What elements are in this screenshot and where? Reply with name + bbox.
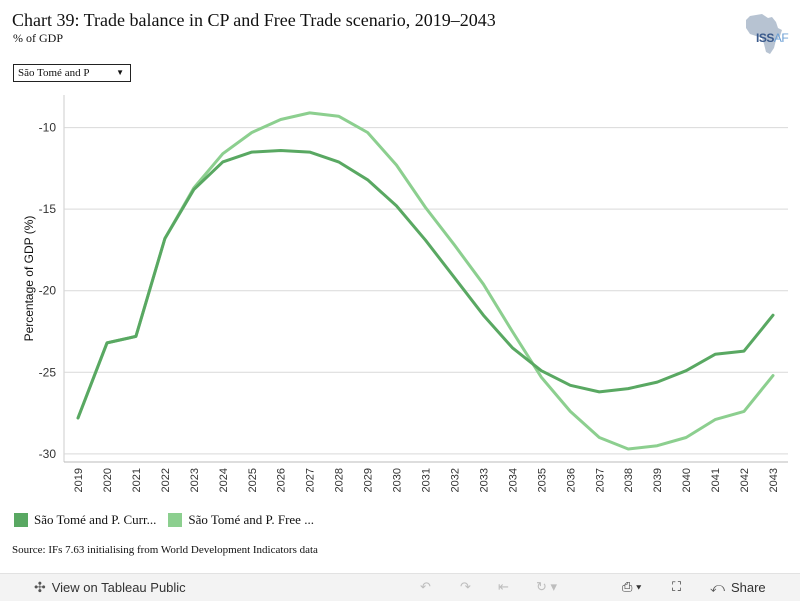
legend-label-free-trade: São Tomé and P. Free ...	[188, 512, 314, 527]
x-tick-label: 2034	[507, 468, 519, 492]
x-tick-label: 2026	[276, 468, 288, 492]
share-button[interactable]: ⤺ Share	[710, 579, 766, 596]
dropdown-arrow-icon: ▼	[116, 68, 124, 77]
chart-title: Chart 39: Trade balance in CP and Free T…	[12, 10, 496, 30]
x-tick-label: 2024	[218, 468, 230, 492]
fullscreen-icon[interactable]: ⛶	[672, 579, 682, 594]
x-tick-label: 2033	[478, 468, 490, 492]
x-tick-label: 2041	[710, 468, 722, 492]
view-on-tableau-button[interactable]: ✣ View on Tableau Public	[34, 579, 186, 596]
legend: São Tomé and P. Curr... São Tomé and P. …	[14, 512, 314, 528]
x-tick-label: 2042	[739, 468, 751, 492]
legend-item-current-path[interactable]: São Tomé and P. Curr...	[14, 512, 156, 528]
source-note: Source: IFs 7.63 initialising from World…	[12, 544, 318, 556]
iss-logo-text: ISSAF	[756, 31, 789, 45]
series-line-free-trade	[76, 111, 775, 451]
y-tick-label: -15	[39, 202, 57, 216]
refresh-icon[interactable]: ↻ ▾	[536, 579, 558, 594]
download-icon[interactable]: ⎙ ▾	[622, 579, 642, 594]
x-tick-label: 2027	[305, 468, 317, 492]
x-tick-label: 2035	[536, 468, 548, 492]
revert-icon[interactable]: ⇤	[498, 579, 509, 594]
x-tick-label: 2032	[449, 468, 461, 492]
y-axis-label: Percentage of GDP (%)	[22, 216, 36, 342]
chart-subtitle: % of GDP	[13, 31, 63, 45]
x-tick-label: 2028	[334, 468, 346, 492]
x-tick-label: 2039	[652, 468, 664, 492]
x-tick-label: 2029	[363, 468, 375, 492]
view-on-tableau-label: View on Tableau Public	[51, 580, 186, 595]
legend-item-free-trade[interactable]: São Tomé and P. Free ...	[168, 512, 314, 528]
x-tick-label: 2020	[102, 468, 114, 492]
x-tick-label: 2030	[392, 468, 404, 492]
redo-icon[interactable]: ↷	[460, 579, 471, 594]
africa-logo-icon	[746, 14, 782, 54]
x-tick-label: 2025	[247, 468, 259, 492]
legend-swatch-current-path	[14, 513, 28, 527]
tableau-toolbar: ✣ View on Tableau Public ↶ ↷ ⇤ ↻ ▾ ⎙ ▾ ⛶…	[0, 573, 800, 601]
tableau-icon: ✣	[34, 579, 46, 595]
x-tick-label: 2021	[131, 468, 143, 492]
share-icon: ⤺	[710, 579, 725, 595]
series-line-current-path	[76, 149, 775, 420]
legend-swatch-free-trade	[168, 513, 183, 527]
x-tick-label: 2038	[623, 468, 635, 492]
line-chart: -10 -15 -20 -25 -30 2019 2020 2021 2022 2023 2024 2…	[22, 95, 788, 492]
x-tick-label: 2022	[160, 468, 172, 492]
y-tick-label: -25	[39, 365, 57, 379]
legend-label-current-path: São Tomé and P. Curr...	[34, 512, 157, 527]
y-tick-label: -30	[39, 447, 57, 461]
x-tick-label: 2043	[768, 468, 780, 492]
x-tick-label: 2037	[594, 468, 606, 492]
x-tick-label: 2019	[73, 468, 85, 492]
x-tick-label: 2040	[681, 468, 693, 492]
country-filter-value: São Tomé and P	[18, 67, 90, 79]
y-tick-label: -10	[39, 121, 57, 135]
x-tick-label: 2036	[565, 468, 577, 492]
x-tick-label: 2031	[421, 468, 433, 492]
x-tick-label: 2023	[189, 468, 201, 492]
share-label: Share	[730, 580, 766, 595]
country-filter-dropdown[interactable]: São Tomé and P ▼	[13, 64, 131, 82]
undo-icon[interactable]: ↶	[420, 579, 431, 594]
y-tick-label: -20	[39, 284, 57, 298]
